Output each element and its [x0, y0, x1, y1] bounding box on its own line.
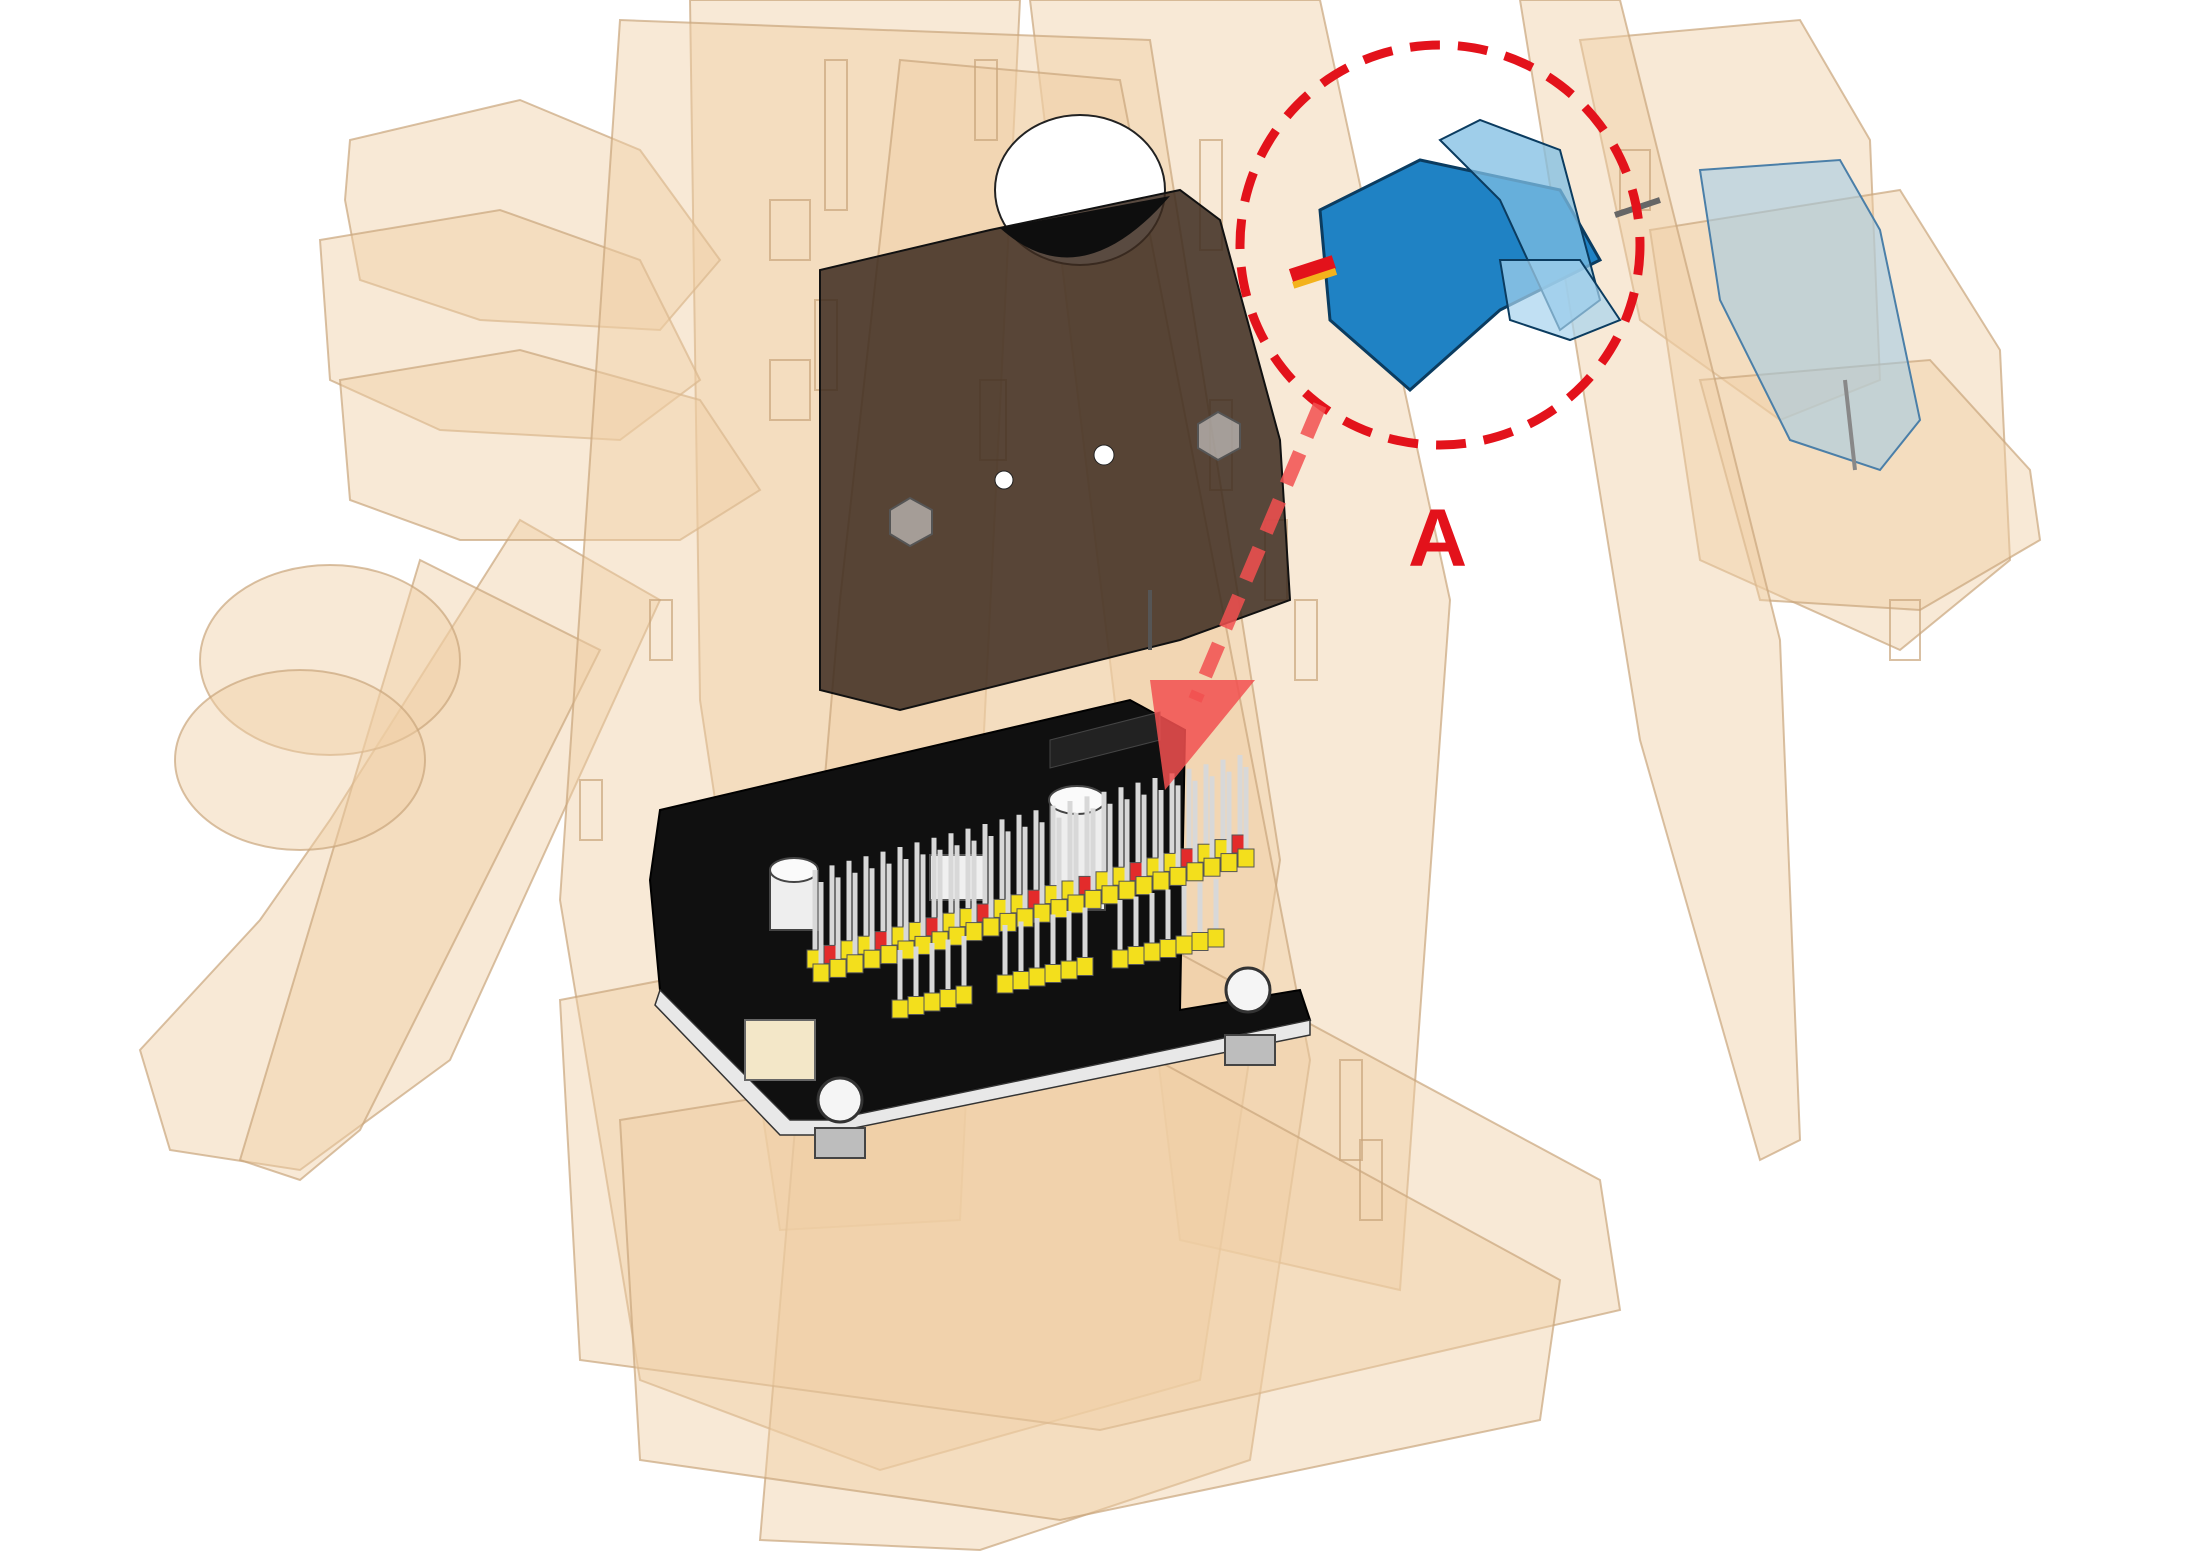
header-base	[999, 912, 1017, 932]
header-base	[1186, 862, 1204, 882]
header-base	[1191, 932, 1209, 951]
header-base	[1101, 885, 1119, 905]
header-base	[891, 999, 909, 1019]
header-base	[1012, 971, 1030, 990]
servo-wires	[1288, 255, 1337, 283]
frame-left-round-disc-2	[174, 669, 426, 851]
header-base	[1175, 935, 1193, 955]
header-base	[1084, 889, 1102, 909]
screw-head	[1224, 966, 1272, 1014]
header-base	[1143, 942, 1161, 962]
frame-left-arm-plate-2	[318, 208, 702, 442]
mount-hole	[994, 470, 1014, 490]
header-base	[1237, 848, 1255, 868]
header-base	[863, 949, 881, 969]
header-base	[846, 954, 864, 974]
header-base	[1076, 957, 1094, 976]
frame-left-arm-plate-1	[343, 98, 722, 332]
header-base	[982, 917, 1000, 937]
header-base	[1033, 903, 1051, 923]
header-base	[907, 996, 925, 1015]
callout-arrow	[1188, 402, 1327, 703]
power-jack	[744, 1019, 816, 1081]
header-base	[1118, 880, 1136, 900]
header-base	[1203, 857, 1221, 877]
header-base	[1159, 939, 1177, 958]
header-base	[1135, 876, 1153, 896]
header-base	[829, 958, 847, 978]
header-base	[1050, 899, 1068, 919]
wooden-robot-frame	[138, 0, 2042, 1552]
header-base	[955, 985, 973, 1005]
frame-left-arm-plate-3	[338, 348, 762, 541]
header-base	[1111, 949, 1129, 969]
frame-left-round-disc-1	[199, 564, 461, 756]
header-base	[1044, 964, 1062, 983]
frame-left-leg	[138, 518, 662, 1172]
header-base	[812, 963, 830, 983]
standoff-nut	[1224, 1034, 1276, 1066]
callout-circle	[1235, 40, 1645, 450]
mount-hole	[1093, 444, 1115, 466]
header-base	[1067, 894, 1085, 914]
header-base	[996, 974, 1014, 994]
pin-header-rows	[806, 755, 1255, 1019]
header-base	[1169, 866, 1187, 886]
servo-motor-ghost	[1698, 158, 1922, 472]
board-mounting-plate	[819, 188, 1292, 712]
header-base	[1220, 853, 1238, 873]
header-base	[880, 945, 898, 965]
header-base	[1028, 967, 1046, 987]
callout-label: A	[1408, 493, 1468, 584]
servo-motor	[1288, 118, 1661, 392]
standoff-screw	[889, 410, 1241, 548]
standoff-nut	[814, 1127, 866, 1159]
servo-driver-board	[648, 698, 1312, 1159]
capacitor	[769, 857, 819, 931]
header-base	[923, 992, 941, 1012]
header-base	[939, 989, 957, 1008]
screw-head	[816, 1076, 864, 1124]
header-base	[1152, 871, 1170, 891]
frame-left-leg-inner	[238, 558, 602, 1182]
header-base	[1207, 928, 1225, 948]
header-base	[1060, 960, 1078, 980]
callout-arrowhead	[1150, 680, 1255, 790]
header-base	[965, 922, 983, 942]
header-base	[1127, 946, 1145, 965]
